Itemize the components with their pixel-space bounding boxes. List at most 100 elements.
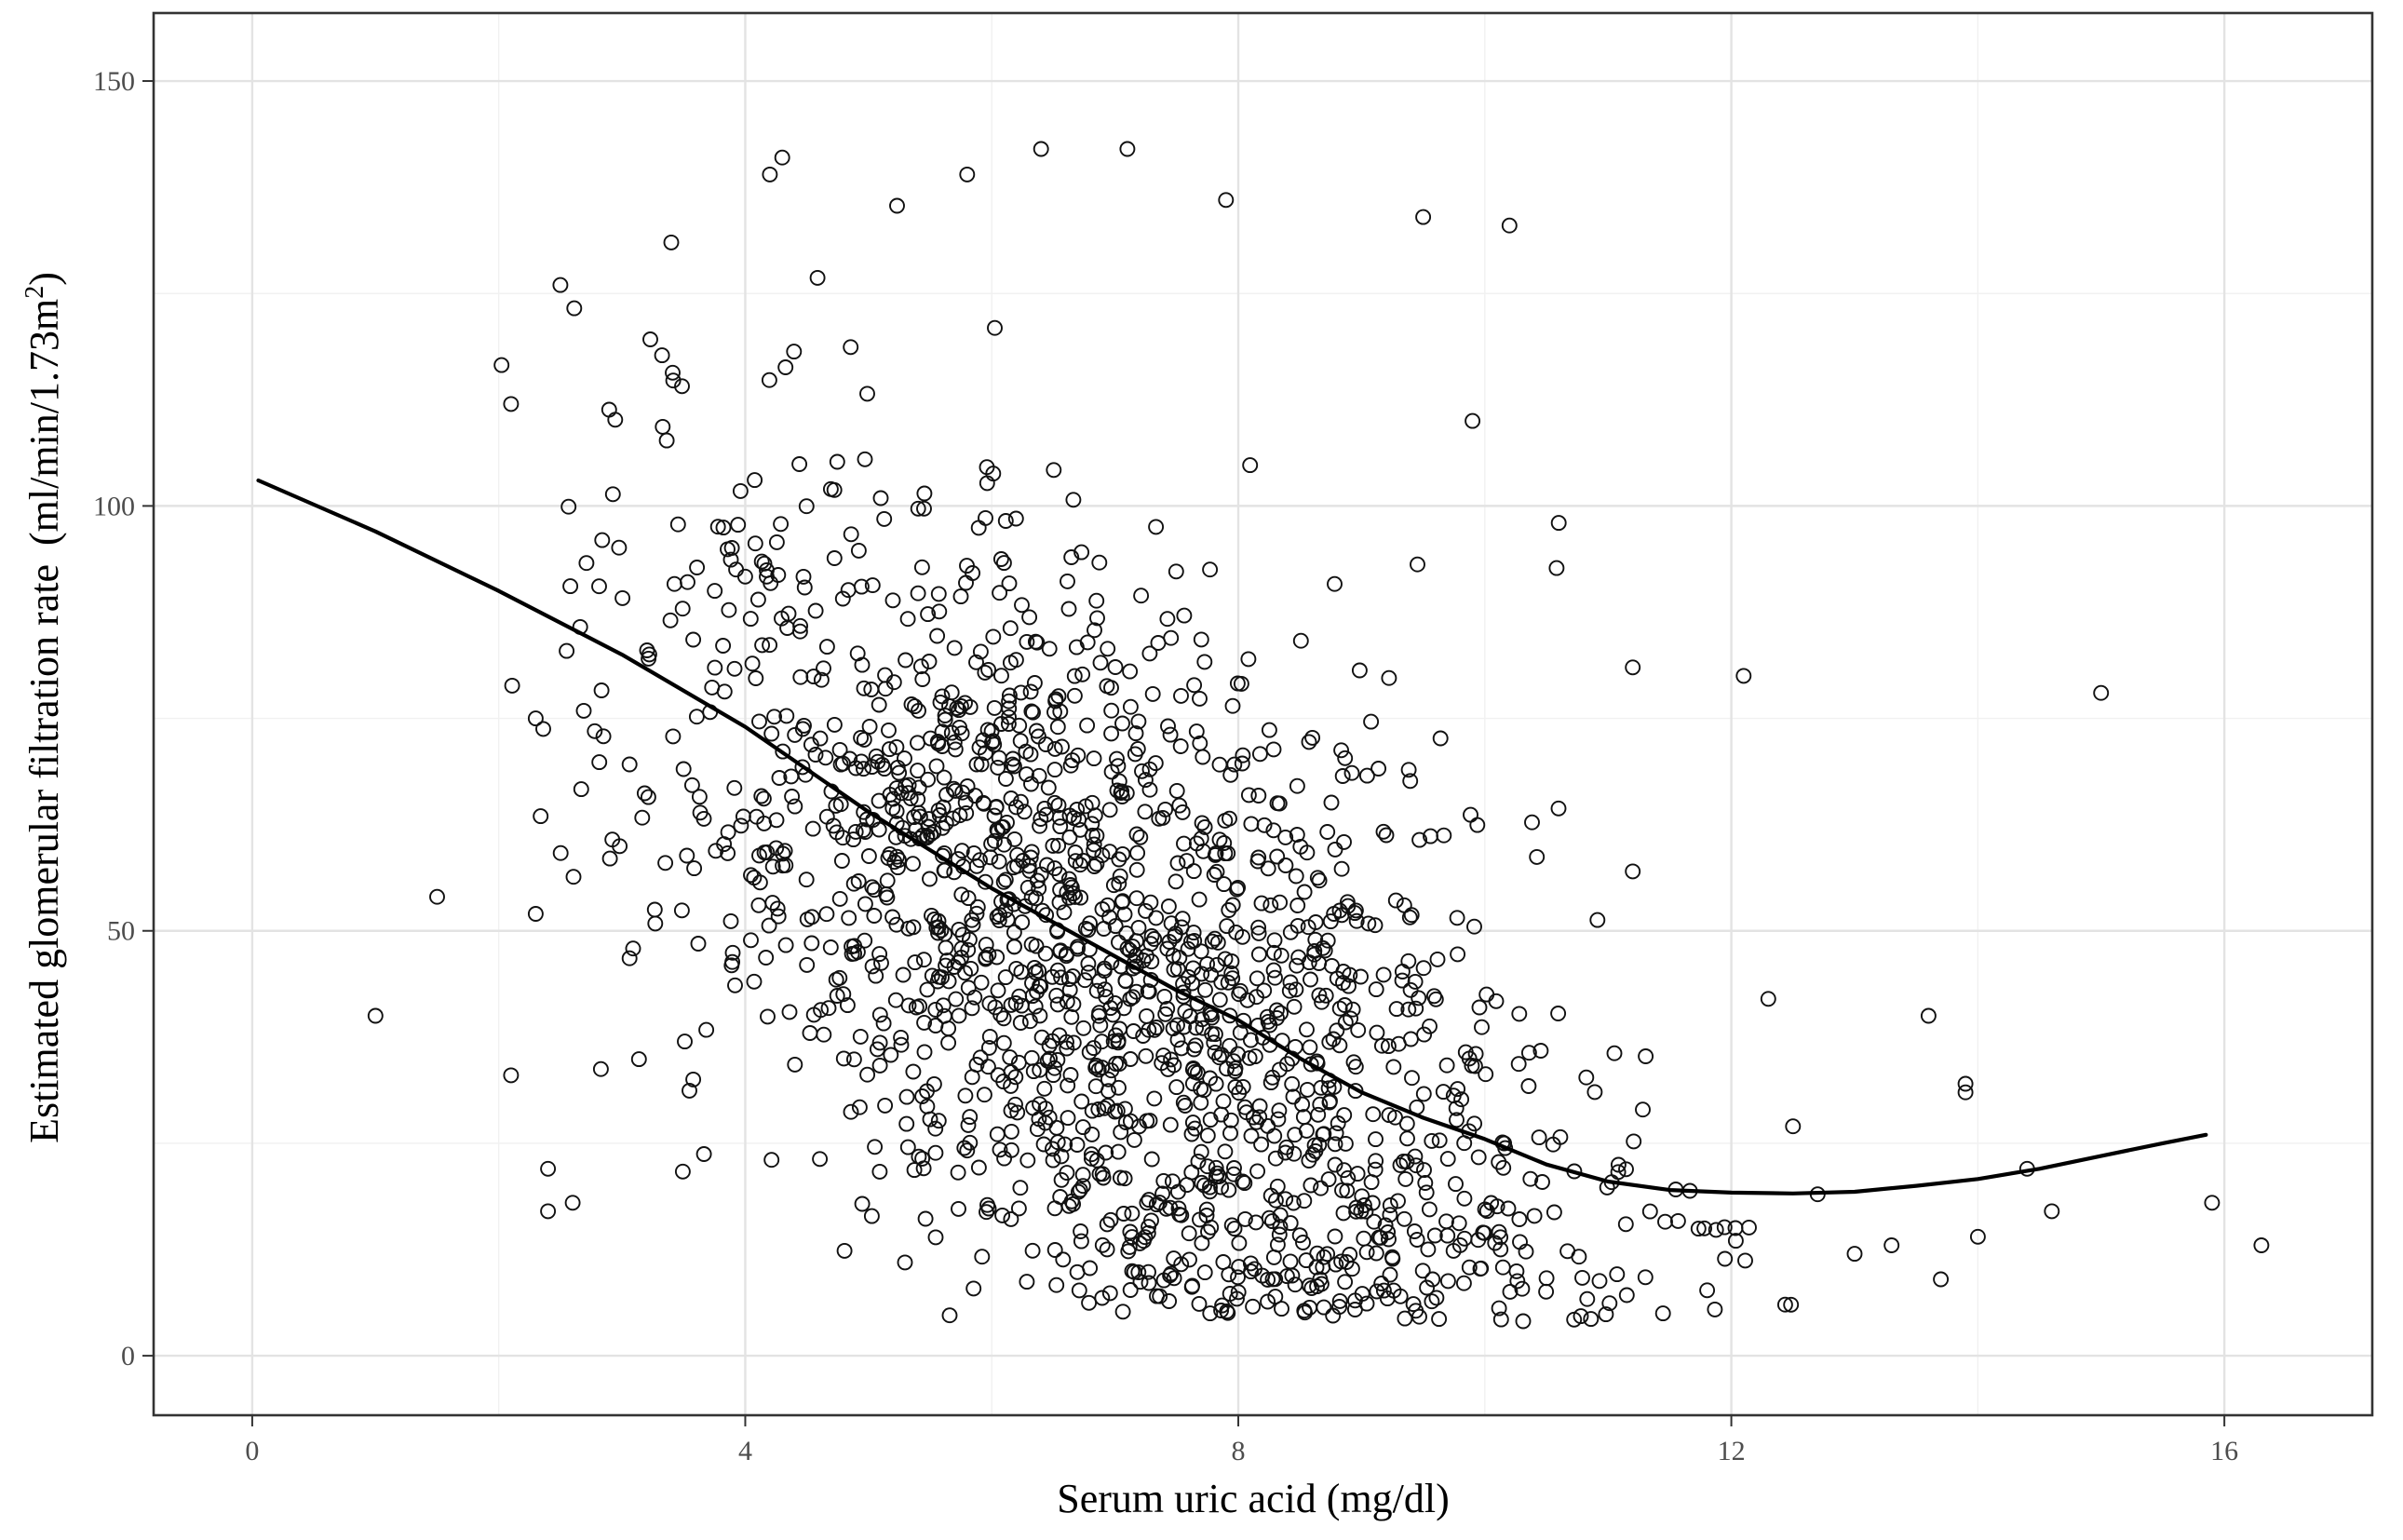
data-point [1301, 734, 1317, 750]
data-point [1148, 1020, 1165, 1035]
data-point [1340, 1169, 1357, 1186]
data-point [997, 513, 1014, 529]
data-point [755, 790, 772, 807]
x-tick-label: 12 [1718, 1436, 1746, 1466]
data-point [938, 815, 954, 831]
data-point [1358, 767, 1375, 784]
data-point [564, 1195, 581, 1211]
data-point [1250, 946, 1267, 963]
data-point [1138, 1047, 1154, 1064]
data-point [1336, 997, 1353, 1013]
data-point [1101, 802, 1118, 818]
data-point [1141, 1192, 1157, 1209]
data-point [1176, 835, 1192, 852]
data-point [775, 845, 791, 862]
data-point [1193, 831, 1209, 847]
data-point [869, 1041, 885, 1058]
data-point [875, 1015, 892, 1032]
data-point [1449, 1112, 1465, 1128]
y-axis-title-superscript: 2 [20, 286, 49, 299]
data-point [1546, 1204, 1562, 1221]
data-point [1404, 1070, 1420, 1087]
data-point [1141, 1263, 1156, 1280]
y-tick-label: 0 [121, 1341, 135, 1371]
data-point [1046, 462, 1062, 479]
data-point [1121, 1238, 1138, 1255]
data-point [871, 821, 887, 838]
data-point [1204, 1009, 1221, 1026]
data-point [920, 606, 937, 623]
data-point [1380, 1038, 1397, 1055]
data-point [1166, 962, 1182, 978]
data-point [743, 932, 759, 949]
data-point [1185, 925, 1202, 941]
data-point [1529, 848, 1546, 865]
data-point [1032, 1061, 1048, 1078]
data-point [927, 1001, 944, 1018]
data-point [655, 418, 671, 435]
data-point [1411, 990, 1427, 1006]
data-point [1261, 722, 1277, 738]
data-point [1294, 1096, 1311, 1113]
data-point [1156, 988, 1173, 1005]
data-point [1060, 1110, 1076, 1127]
data-point [1152, 1195, 1168, 1211]
data-point [1131, 1235, 1148, 1251]
data-point [922, 730, 938, 747]
data-point [1003, 1102, 1019, 1119]
data-point [1696, 1220, 1713, 1236]
data-point [630, 1051, 647, 1068]
data-point [1184, 1061, 1201, 1078]
data-point [1103, 725, 1120, 742]
data-point [1277, 1191, 1294, 1208]
data-point [959, 1142, 976, 1159]
data-point [931, 603, 948, 620]
data-point [673, 902, 690, 919]
data-point [1269, 848, 1286, 865]
data-point [1052, 818, 1069, 835]
data-point [833, 853, 850, 869]
data-point [1146, 1021, 1163, 1038]
data-point [893, 1036, 910, 1053]
data-point [1375, 823, 1392, 840]
data-point [1184, 1277, 1201, 1294]
data-point [1041, 1109, 1058, 1126]
data-point [818, 639, 835, 655]
data-point [876, 510, 893, 527]
data-point [1299, 1021, 1315, 1038]
data-point [1397, 1170, 1414, 1187]
data-point [857, 932, 873, 949]
data-point [1008, 799, 1024, 816]
data-point [1053, 969, 1070, 986]
data-point [1001, 687, 1018, 704]
data-point [1115, 1000, 1132, 1017]
data-point [868, 748, 884, 764]
data-point [1114, 1304, 1131, 1320]
data-point [964, 1000, 980, 1017]
data-point [1091, 554, 1108, 571]
data-point [980, 1200, 997, 1217]
data-point [1175, 1094, 1192, 1111]
data-point [1219, 918, 1235, 935]
data-point [791, 623, 808, 640]
data-point [1346, 905, 1363, 922]
data-point [1260, 1013, 1276, 1030]
data-point [1067, 853, 1084, 870]
data-point [1511, 1211, 1528, 1227]
data-point [1253, 895, 1270, 912]
data-point [940, 1020, 957, 1037]
data-point [1373, 1037, 1390, 1054]
data-point [1350, 1021, 1367, 1038]
data-point [552, 277, 569, 293]
data-point [1339, 894, 1356, 911]
data-point [657, 855, 674, 871]
data-point [1331, 1292, 1348, 1309]
data-point [1019, 1152, 1036, 1169]
data-point [527, 906, 544, 922]
data-point [813, 671, 830, 688]
data-point [1175, 976, 1192, 993]
data-point [938, 787, 955, 803]
data-point [816, 1026, 832, 1043]
data-point [1141, 645, 1158, 662]
data-point [1028, 723, 1045, 739]
